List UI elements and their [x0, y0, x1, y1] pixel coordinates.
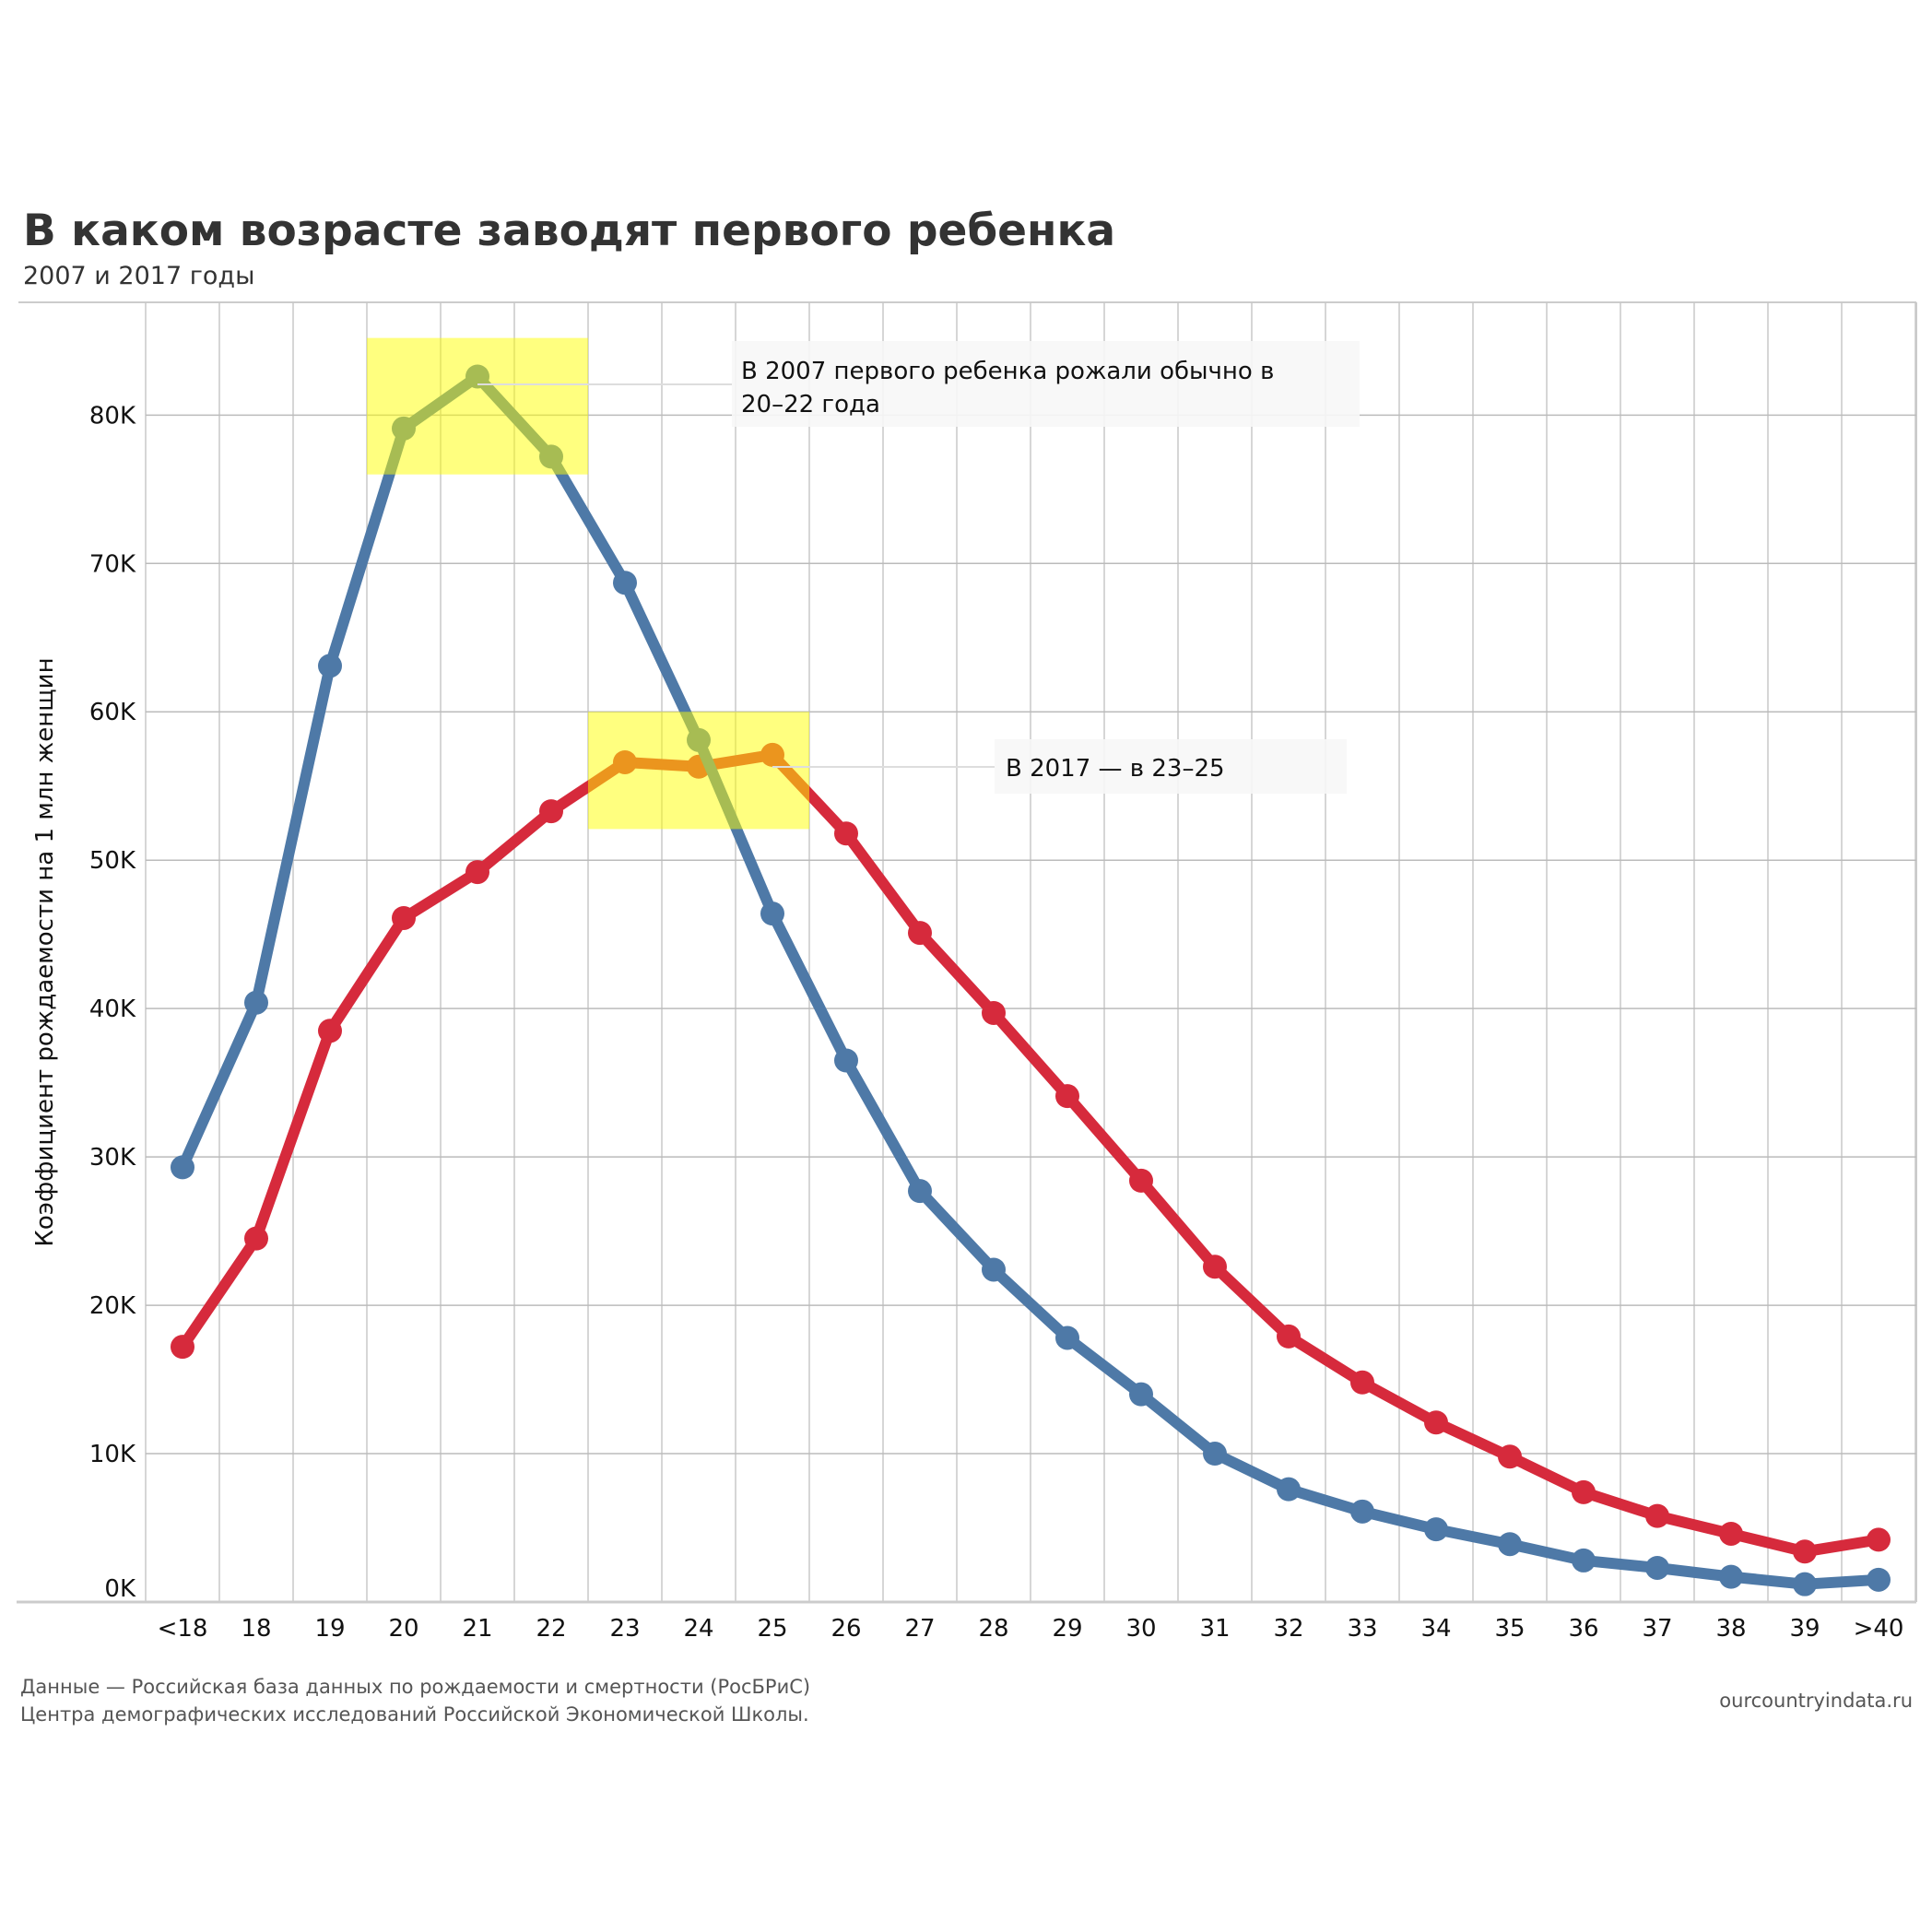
x-tick-label: 33: [1347, 1615, 1377, 1643]
highlight-box: [367, 337, 588, 475]
x-tick-label: 31: [1199, 1615, 1230, 1643]
data-point-2007: [318, 654, 342, 678]
x-tick-label: 23: [609, 1615, 640, 1643]
y-tick-label: 50K: [89, 847, 136, 875]
x-tick-label: <18: [158, 1615, 208, 1643]
x-tick-label: 35: [1494, 1615, 1525, 1643]
annotation-layer: В 2007 первого ребенка рожали обычно в 20…: [477, 341, 1360, 794]
data-point-2007: [1129, 1382, 1153, 1407]
site-link[interactable]: ourcountryindata.ru: [1719, 1690, 1913, 1712]
data-point-2007: [1867, 1567, 1891, 1592]
data-point-2017: [1424, 1410, 1448, 1435]
x-tick-label: 38: [1715, 1615, 1746, 1643]
x-tick-label: 39: [1789, 1615, 1820, 1643]
data-point-2017: [1350, 1370, 1374, 1395]
data-point-2017: [1719, 1521, 1743, 1546]
data-point-2007: [1498, 1532, 1522, 1557]
data-point-2017: [1572, 1479, 1596, 1504]
x-tick-label: 29: [1052, 1615, 1082, 1643]
x-tick-label: 30: [1125, 1615, 1156, 1643]
x-tick-label: 22: [536, 1615, 566, 1643]
data-point-2017: [1129, 1168, 1153, 1193]
annotation-text: 20–22 года: [741, 391, 880, 418]
data-point-2007: [244, 990, 268, 1015]
data-point-2017: [908, 921, 932, 946]
data-point-2007: [1793, 1572, 1817, 1596]
annotation-box: [732, 341, 1360, 427]
x-tick-label: 25: [757, 1615, 787, 1643]
x-tick-label: 36: [1568, 1615, 1598, 1643]
highlight-layer: [367, 337, 809, 830]
data-point-2017: [244, 1226, 268, 1251]
axes: 0K 10K 20K 30K 40K 50K 60K 70K 80K <18 18 19 20 21 22 2…: [17, 402, 1916, 1643]
data-point-2017: [1867, 1527, 1891, 1552]
data-point-2017: [1498, 1444, 1522, 1469]
data-point-2007: [908, 1179, 932, 1204]
x-tick-label: 21: [462, 1615, 492, 1643]
series-line-2017: [178, 748, 1879, 1558]
data-point-2017: [318, 1019, 342, 1043]
data-point-2007: [613, 571, 637, 595]
data-point-2007: [1424, 1517, 1448, 1542]
x-tick-label: 34: [1420, 1615, 1451, 1643]
y-tick-label: 20K: [89, 1292, 136, 1320]
data-point-2017: [1203, 1255, 1227, 1279]
data-point-2017: [834, 821, 858, 846]
data-point-2007: [1203, 1442, 1227, 1467]
y-tick-label: 40K: [89, 995, 136, 1023]
source-line-2: Центра демографических исследований Росс…: [20, 1703, 809, 1726]
data-point-2007: [1645, 1555, 1669, 1580]
chart-subtitle: 2007 и 2017 годы: [23, 262, 254, 290]
data-point-2017: [171, 1335, 194, 1360]
x-tick-label: 26: [831, 1615, 861, 1643]
x-tick-label: 18: [241, 1615, 271, 1643]
data-point-2007: [1572, 1548, 1596, 1573]
annotation-box: [995, 739, 1347, 794]
data-point-2017: [465, 860, 489, 885]
y-tick-label: 0K: [104, 1575, 136, 1603]
chart-title: В каком возрасте заводят первого ребенка: [23, 206, 1115, 256]
y-tick-label: 70K: [89, 550, 136, 578]
data-point-2007: [1055, 1325, 1079, 1350]
grid: [18, 301, 1917, 1602]
y-tick-label: 80K: [89, 402, 136, 430]
x-tick-label: >40: [1854, 1615, 1904, 1643]
data-point-2007: [834, 1048, 858, 1073]
x-tick-label: 24: [683, 1615, 713, 1643]
data-point-2007: [1277, 1477, 1301, 1502]
x-tick-label: 28: [978, 1615, 1008, 1643]
y-axis-label: Коэффициент рождаемости на 1 млн женщин: [31, 657, 59, 1246]
data-point-2017: [1793, 1539, 1817, 1564]
annotation-text: В 2007 первого ребенка рожали обычно в: [741, 358, 1274, 385]
data-point-2007: [1719, 1564, 1743, 1589]
x-tick-label: 37: [1642, 1615, 1672, 1643]
data-point-2007: [1350, 1499, 1374, 1524]
y-tick-label: 10K: [89, 1441, 136, 1468]
data-point-2017: [1645, 1503, 1669, 1528]
data-point-2007: [982, 1257, 1006, 1282]
x-tick-label: 20: [388, 1615, 418, 1643]
highlight-box: [588, 712, 809, 830]
data-point-2017: [392, 905, 416, 930]
y-tick-label: 60K: [89, 699, 136, 726]
data-point-2007: [171, 1155, 194, 1180]
data-point-2017: [1277, 1324, 1301, 1349]
data-point-2017: [1055, 1084, 1079, 1109]
data-point-2017: [539, 799, 563, 824]
x-tick-label: 32: [1273, 1615, 1303, 1643]
source-line-1: Данные — Российская база данных по рожда…: [20, 1676, 810, 1698]
x-tick-label: 19: [314, 1615, 345, 1643]
data-point-2007: [760, 901, 784, 926]
annotation-text: В 2017 — в 23–25: [1006, 755, 1225, 783]
x-tick-label: 27: [904, 1615, 935, 1643]
y-tick-label: 30K: [89, 1144, 136, 1172]
data-point-2017: [982, 1000, 1006, 1025]
